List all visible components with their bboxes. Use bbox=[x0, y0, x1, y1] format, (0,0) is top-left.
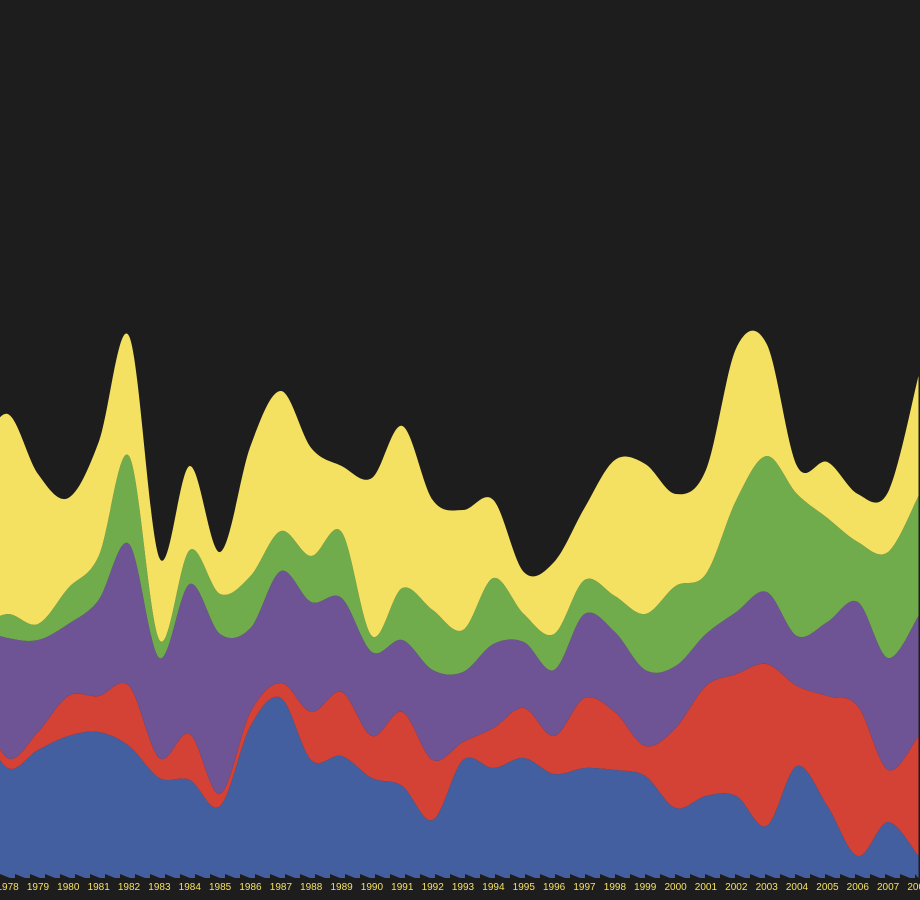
x-tick-label: 1984 bbox=[179, 882, 202, 893]
x-tick-label: 1981 bbox=[88, 882, 111, 893]
series-layers bbox=[0, 330, 919, 878]
x-tick-label: 1985 bbox=[209, 882, 232, 893]
x-tick-label: 2002 bbox=[725, 882, 748, 893]
x-tick-label: 1998 bbox=[604, 882, 627, 893]
x-tick-label: 1989 bbox=[330, 882, 353, 893]
x-tick-label: 2001 bbox=[695, 882, 718, 893]
baseline-edge bbox=[0, 874, 920, 900]
x-tick-label: 1995 bbox=[513, 882, 536, 893]
x-tick-label: 1986 bbox=[239, 882, 262, 893]
x-tick-label: 2005 bbox=[816, 882, 839, 893]
x-tick-label: 1991 bbox=[391, 882, 414, 893]
x-tick-label: 2003 bbox=[756, 882, 779, 893]
x-tick-label: 1996 bbox=[543, 882, 566, 893]
x-tick-label: 2004 bbox=[786, 882, 809, 893]
x-tick-label: 1982 bbox=[118, 882, 141, 893]
x-tick-label: 1999 bbox=[634, 882, 657, 893]
x-tick-label: 1994 bbox=[482, 882, 505, 893]
series-area-3 bbox=[0, 542, 919, 795]
x-tick-label: 1979 bbox=[27, 882, 50, 893]
x-tick-label: 1988 bbox=[300, 882, 323, 893]
series-area-4 bbox=[0, 454, 919, 675]
x-tick-label: 2008 bbox=[907, 882, 920, 893]
x-tick-label: 1992 bbox=[422, 882, 445, 893]
x-tick-label: 2006 bbox=[847, 882, 870, 893]
x-tick-label: 1978 bbox=[0, 882, 19, 893]
series-area-2 bbox=[0, 663, 919, 857]
x-tick-label: 1987 bbox=[270, 882, 293, 893]
x-tick-label: 1993 bbox=[452, 882, 475, 893]
series-area-1 bbox=[0, 696, 919, 878]
x-tick-label: 2007 bbox=[877, 882, 900, 893]
x-tick-label: 1997 bbox=[573, 882, 596, 893]
x-tick-label: 1983 bbox=[148, 882, 171, 893]
x-tick-label: 1980 bbox=[57, 882, 80, 893]
x-axis-tick-labels: 1978 1979 1980 1981 1982 1983 1984 1985 1986 1987… bbox=[0, 882, 920, 893]
x-tick-label: 2000 bbox=[664, 882, 687, 893]
x-tick-label: 1990 bbox=[361, 882, 384, 893]
series-area-5 bbox=[0, 330, 919, 642]
